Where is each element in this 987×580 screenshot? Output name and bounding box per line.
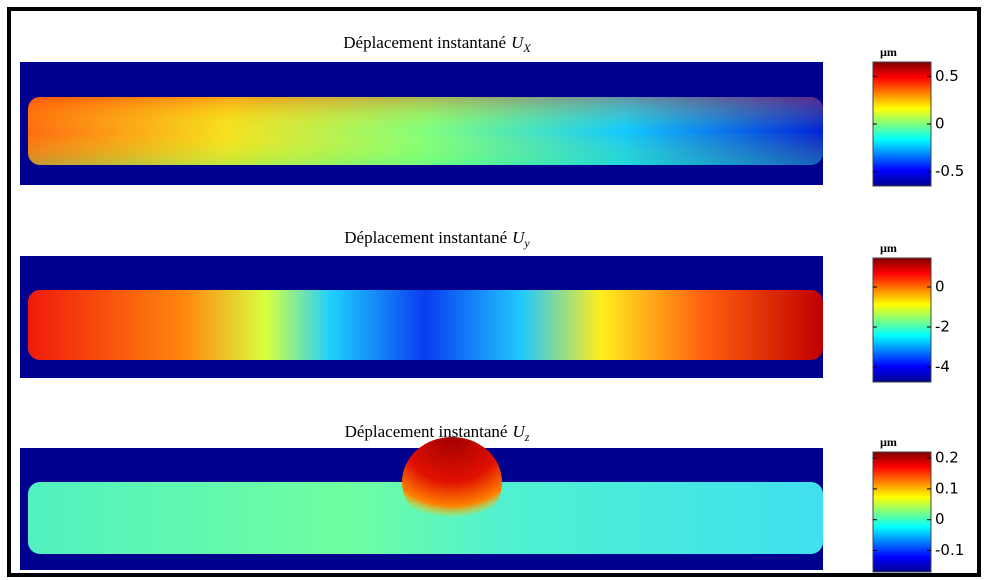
colorbar-tick-label: 0 <box>935 115 945 133</box>
panel-title: Déplacement instantané Uz <box>345 422 530 444</box>
title-subscript: y <box>523 236 530 250</box>
colorbar <box>872 451 932 573</box>
colorbar-tick-label: -4 <box>935 358 950 376</box>
colorbar-tick-label: -0.1 <box>935 541 964 559</box>
title-subscript: X <box>522 41 531 55</box>
colorbar-unit: µm <box>880 45 897 59</box>
colorbar <box>872 61 932 187</box>
field-map-3 <box>20 437 823 570</box>
title-subscript: z <box>524 430 530 444</box>
frame <box>7 7 981 577</box>
colorbar-tick-label: 0 <box>935 510 945 528</box>
colorbar-tick-label: 0.5 <box>935 67 959 85</box>
colorbar <box>872 257 932 383</box>
colorbar-tick-label: 0.1 <box>935 479 959 497</box>
field-map-2 <box>20 256 823 378</box>
colorbar-tick-label: -0.5 <box>935 162 964 180</box>
title-text: Déplacement instantané <box>345 422 508 441</box>
colorbar-tick-label: -2 <box>935 318 950 336</box>
panel-title: Déplacement instantané Uy <box>344 228 530 250</box>
title-text: Déplacement instantané <box>343 33 506 52</box>
title-text: Déplacement instantané <box>344 228 507 247</box>
title-variable: U <box>511 33 525 52</box>
title-variable: U <box>512 228 526 247</box>
colorbar-tick-label: 0 <box>935 278 945 296</box>
field-map-1 <box>20 62 823 185</box>
colorbar-unit: µm <box>880 241 897 255</box>
title-variable: U <box>512 422 526 441</box>
colorbar-tick-label: 0.2 <box>935 449 959 467</box>
panel-title: Déplacement instantané UX <box>343 33 531 55</box>
colorbar-unit: µm <box>880 435 897 449</box>
